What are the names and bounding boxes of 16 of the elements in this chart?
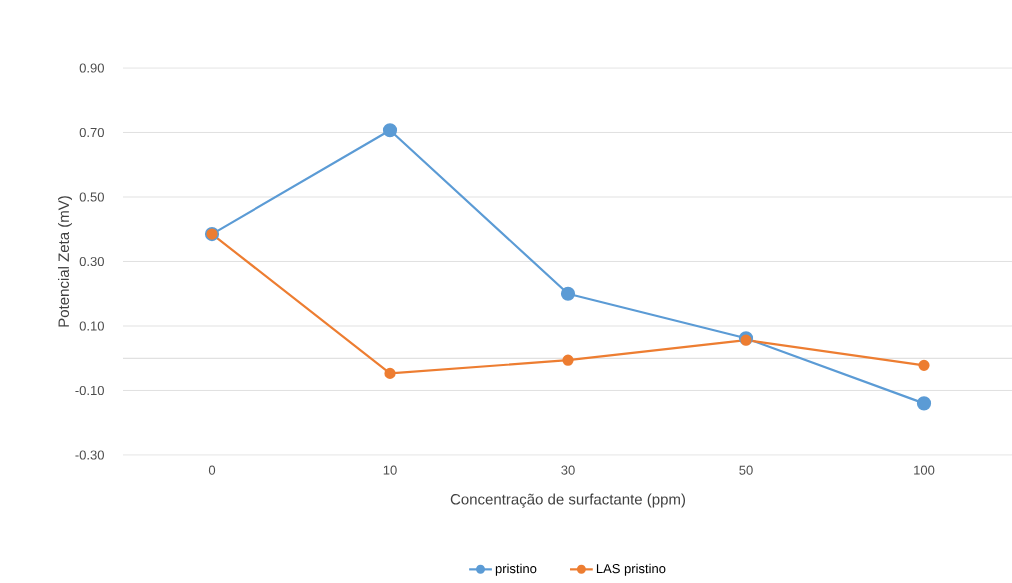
y-tick-label: 0.50 [79,192,104,202]
x-axis-title: Concentração de surfactante (ppm) [450,493,686,508]
x-tick-label: 30 [561,465,575,475]
x-tick-label: 10 [383,465,397,475]
y-tick-label: 0.90 [79,63,104,73]
y-tick-label: -0.30 [75,450,104,460]
y-tick-label: 0.10 [79,321,104,331]
y-tick-label: -0.10 [75,385,104,396]
y-tick-label: 0.70 [79,127,104,138]
x-tick-label: 0 [208,465,216,475]
legend-label: pristino [495,563,537,576]
y-tick-label: 0.30 [79,256,104,267]
x-tick-label: 100 [914,465,935,475]
x-tick-label: 50 [739,465,753,475]
legend-label: LAS pristino [596,563,666,576]
y-axis-title: Potencial Zeta (mV) [58,196,72,327]
